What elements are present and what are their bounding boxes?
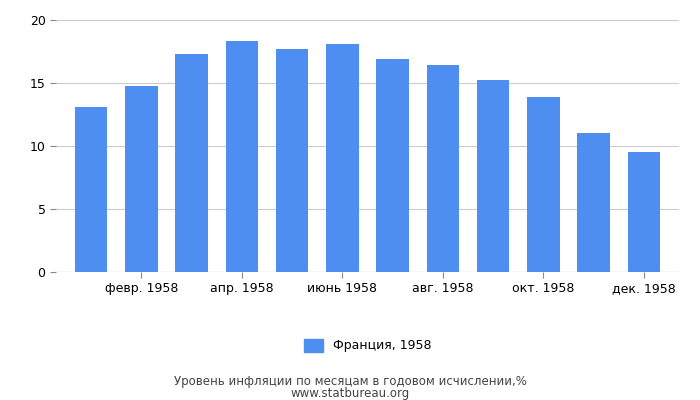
Bar: [225, 42, 258, 272]
Legend: Франция, 1958: Франция, 1958: [299, 334, 436, 357]
Bar: [527, 97, 560, 272]
Bar: [75, 107, 108, 272]
Bar: [377, 59, 409, 272]
Bar: [125, 86, 158, 272]
Bar: [426, 65, 459, 272]
Bar: [175, 54, 208, 272]
Text: www.statbureau.org: www.statbureau.org: [290, 388, 410, 400]
Text: Уровень инфляции по месяцам в годовом исчислении,%: Уровень инфляции по месяцам в годовом ис…: [174, 376, 526, 388]
Bar: [276, 49, 309, 272]
Bar: [326, 44, 358, 272]
Bar: [578, 133, 610, 272]
Bar: [627, 152, 660, 272]
Bar: [477, 80, 510, 272]
